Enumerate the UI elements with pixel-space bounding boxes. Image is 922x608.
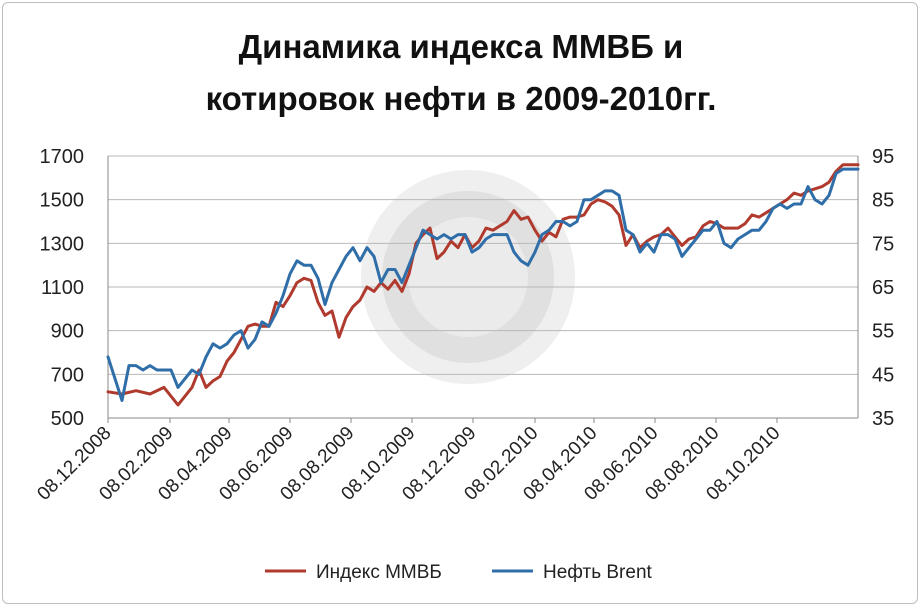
y-left-tick-label: 1700	[40, 146, 85, 168]
y-left-tick-labels: 1700 1500 1300 1100 900 700 500	[40, 146, 85, 430]
y-right-tick-label: 75	[872, 233, 894, 255]
y-left-tick-label: 700	[51, 364, 84, 386]
x-tick-labels: 08.12.200808.02.200908.04.200908.06.2009…	[33, 418, 785, 505]
watermark-logo	[361, 170, 575, 384]
y-right-tick-label: 85	[872, 190, 894, 212]
series-line-mmvb	[106, 163, 860, 407]
chart-title-line-1: Динамика индекса ММВБ и	[239, 28, 684, 65]
y-right-tick-label: 45	[872, 364, 894, 386]
chart-title-line-2: котировок нефти в 2009-2010гг.	[206, 80, 717, 117]
series-line-brent	[106, 167, 860, 402]
legend-label-mmvb: Индекс ММВБ	[316, 562, 442, 583]
y-right-tick-labels: 95 85 75 65 55 45 35	[872, 146, 894, 430]
y-right-tick-label: 65	[872, 277, 894, 299]
y-right-tick-label: 35	[872, 408, 894, 430]
y-right-tick-label: 95	[872, 146, 894, 168]
legend-label-brent: Нефть Brent	[543, 562, 653, 583]
y-left-tick-label: 1100	[41, 277, 84, 299]
series-lines	[106, 163, 860, 407]
y-left-tick-label: 900	[51, 321, 84, 343]
axes	[107, 156, 859, 419]
y-left-tick-label: 500	[51, 408, 84, 430]
y-left-tick-label: 1500	[40, 190, 85, 212]
y-left-tick-label: 1300	[40, 233, 85, 255]
legend: Индекс ММВБ Нефть Brent	[265, 562, 653, 583]
y-right-tick-label: 55	[872, 321, 894, 343]
